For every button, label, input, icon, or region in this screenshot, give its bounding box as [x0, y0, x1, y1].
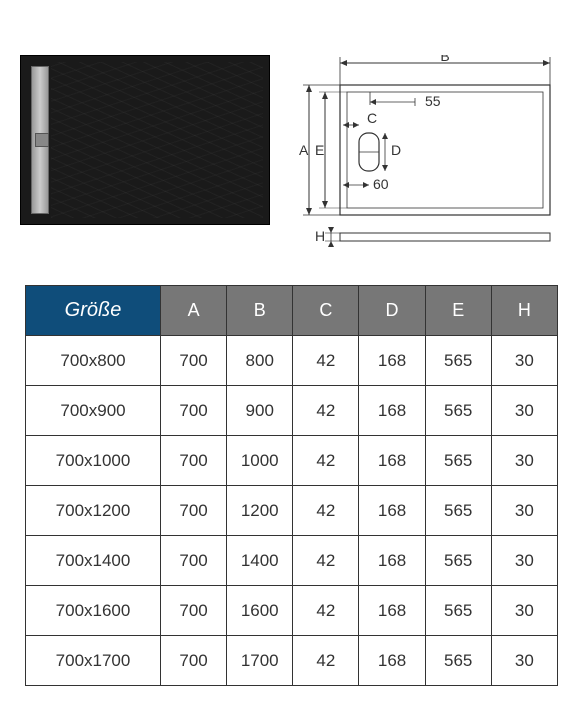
label-H: H	[315, 228, 325, 244]
table-row: 700x9007009004216856530	[26, 386, 558, 436]
top-section: B 55 C D 6	[0, 0, 583, 285]
value-cell: 700	[161, 536, 227, 586]
label-A: A	[299, 142, 309, 158]
value-cell: 700	[161, 486, 227, 536]
value-cell: 30	[491, 536, 557, 586]
value-cell: 1200	[227, 486, 293, 536]
value-cell: 700	[161, 586, 227, 636]
value-cell: 42	[293, 586, 359, 636]
header-E: E	[425, 286, 491, 336]
header-size: Größe	[26, 286, 161, 336]
value-cell: 30	[491, 586, 557, 636]
value-cell: 565	[425, 586, 491, 636]
value-cell: 1000	[227, 436, 293, 486]
value-cell: 30	[491, 386, 557, 436]
value-cell: 565	[425, 486, 491, 536]
label-B: B	[440, 55, 449, 64]
value-cell: 30	[491, 636, 557, 686]
value-cell: 30	[491, 486, 557, 536]
product-photo	[20, 55, 270, 225]
size-cell: 700x1200	[26, 486, 161, 536]
table-row: 700x8007008004216856530	[26, 336, 558, 386]
value-cell: 168	[359, 586, 425, 636]
label-C: C	[367, 110, 377, 126]
value-cell: 42	[293, 436, 359, 486]
slate-texture	[51, 62, 263, 218]
label-D: D	[391, 142, 401, 158]
label-E: E	[315, 142, 324, 158]
value-cell: 42	[293, 536, 359, 586]
spec-table-wrap: Größe A B C D E H 700x800700800421685653…	[0, 285, 583, 706]
header-A: A	[161, 286, 227, 336]
size-cell: 700x1600	[26, 586, 161, 636]
value-cell: 700	[161, 636, 227, 686]
value-cell: 42	[293, 486, 359, 536]
value-cell: 565	[425, 536, 491, 586]
value-cell: 30	[491, 336, 557, 386]
table-row: 700x120070012004216856530	[26, 486, 558, 536]
label-60: 60	[373, 176, 389, 192]
label-55: 55	[425, 93, 441, 109]
value-cell: 168	[359, 386, 425, 436]
value-cell: 168	[359, 636, 425, 686]
value-cell: 42	[293, 336, 359, 386]
size-cell: 700x1700	[26, 636, 161, 686]
header-D: D	[359, 286, 425, 336]
size-cell: 700x1000	[26, 436, 161, 486]
value-cell: 42	[293, 636, 359, 686]
size-cell: 700x800	[26, 336, 161, 386]
value-cell: 168	[359, 336, 425, 386]
value-cell: 900	[227, 386, 293, 436]
value-cell: 700	[161, 386, 227, 436]
value-cell: 168	[359, 436, 425, 486]
value-cell: 42	[293, 386, 359, 436]
size-cell: 700x1400	[26, 536, 161, 586]
header-B: B	[227, 286, 293, 336]
header-row: Größe A B C D E H	[26, 286, 558, 336]
table-row: 700x100070010004216856530	[26, 436, 558, 486]
spec-table: Größe A B C D E H 700x800700800421685653…	[25, 285, 558, 686]
value-cell: 1400	[227, 536, 293, 586]
drain-channel	[31, 66, 49, 214]
value-cell: 1700	[227, 636, 293, 686]
value-cell: 700	[161, 336, 227, 386]
value-cell: 800	[227, 336, 293, 386]
value-cell: 30	[491, 436, 557, 486]
value-cell: 168	[359, 486, 425, 536]
value-cell: 565	[425, 636, 491, 686]
table-row: 700x160070016004216856530	[26, 586, 558, 636]
header-H: H	[491, 286, 557, 336]
size-cell: 700x900	[26, 386, 161, 436]
dimension-diagram: B 55 C D 6	[295, 55, 555, 265]
value-cell: 700	[161, 436, 227, 486]
table-row: 700x170070017004216856530	[26, 636, 558, 686]
table-row: 700x140070014004216856530	[26, 536, 558, 586]
value-cell: 565	[425, 336, 491, 386]
value-cell: 168	[359, 536, 425, 586]
value-cell: 565	[425, 436, 491, 486]
value-cell: 1600	[227, 586, 293, 636]
header-C: C	[293, 286, 359, 336]
value-cell: 565	[425, 386, 491, 436]
